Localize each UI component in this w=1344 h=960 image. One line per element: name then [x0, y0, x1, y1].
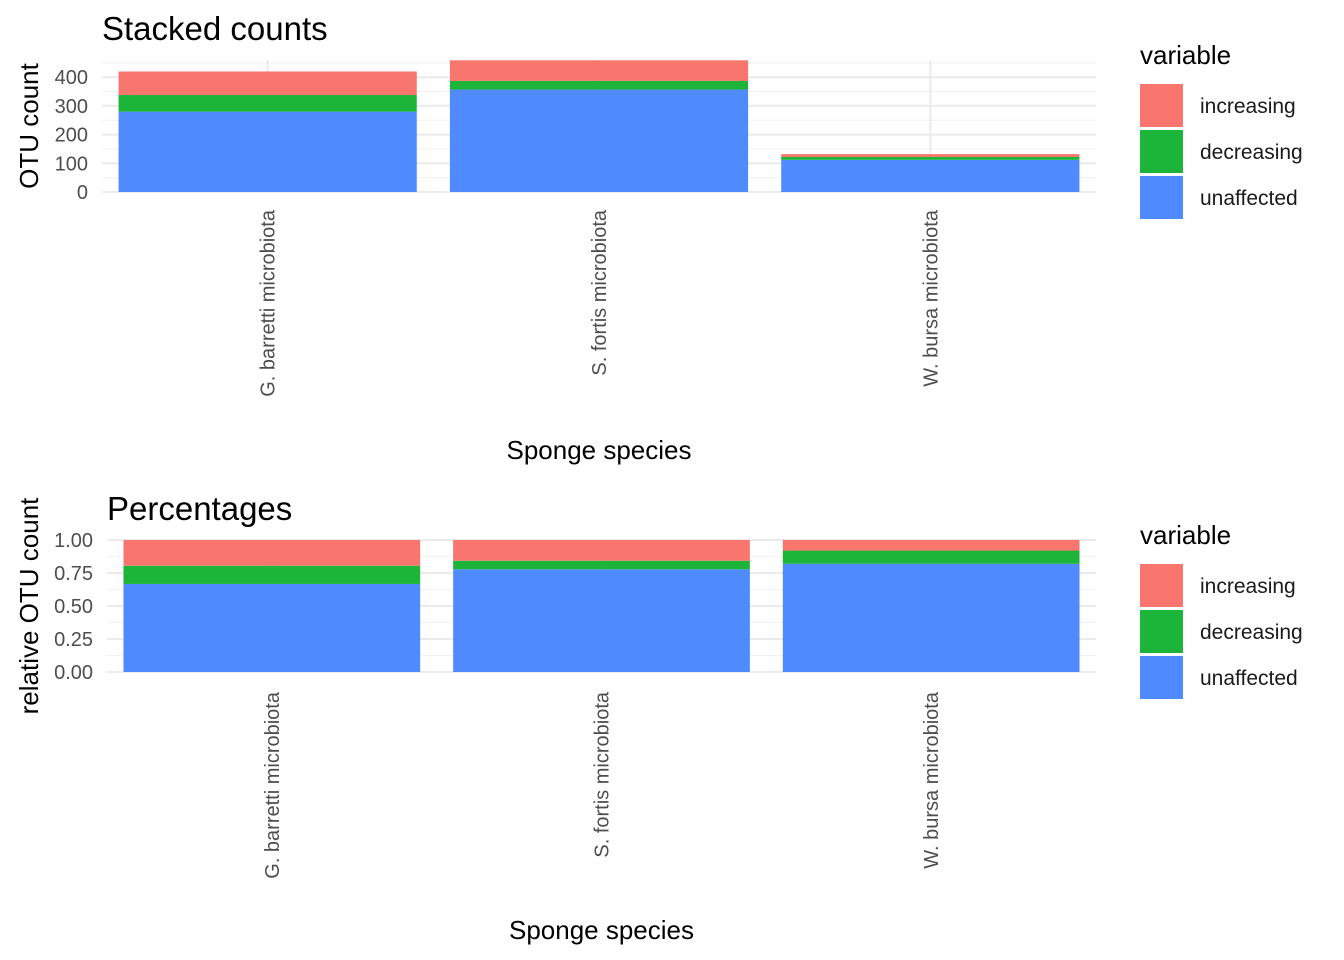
chart-title: Stacked counts: [102, 10, 328, 47]
legend-title: variable: [1140, 40, 1231, 70]
y-tick-label: 0.75: [54, 563, 93, 585]
bar-decreasing-g-barretti-microbiota: [123, 565, 421, 584]
y-tick-label: 0: [77, 182, 88, 204]
legend-swatch-decreasing: [1140, 610, 1183, 653]
bar-decreasing-s-fortis-microbiota: [449, 80, 749, 90]
legend-label-unaffected: unaffected: [1200, 667, 1298, 690]
bar-decreasing-g-barretti-microbiota: [118, 95, 417, 112]
bar-decreasing-w-bursa-microbiota: [781, 156, 1080, 160]
bar-increasing-w-bursa-microbiota: [782, 540, 1080, 551]
legend-swatch-increasing: [1140, 564, 1183, 607]
bars: [123, 540, 1080, 672]
x-tick-label-w-bursa-microbiota: W. bursa microbiota: [920, 209, 942, 387]
bar-increasing-g-barretti-microbiota: [123, 540, 421, 566]
y-tick-label: 0.00: [54, 662, 93, 684]
bar-unaffected-s-fortis-microbiota: [453, 569, 750, 672]
y-axis-title: relative OTU count: [14, 497, 44, 715]
x-tick-label-s-fortis-microbiota: S. fortis microbiota: [589, 209, 611, 375]
y-axis-ticks: 0.00 0.25 0.50 0.75 1.00: [54, 530, 93, 684]
legend-swatch-unaffected: [1140, 656, 1183, 699]
legend-swatch-unaffected: [1140, 176, 1183, 219]
y-tick-label: 0.25: [54, 629, 93, 651]
bar-increasing-s-fortis-microbiota: [453, 540, 750, 561]
legend-label-unaffected: unaffected: [1200, 187, 1298, 210]
bars: [118, 60, 1080, 192]
chart-title: Percentages: [107, 490, 292, 527]
bar-increasing-w-bursa-microbiota: [781, 154, 1080, 157]
y-tick-label: 100: [55, 153, 88, 175]
y-axis-title: OTU count: [14, 62, 44, 188]
bar-unaffected-g-barretti-microbiota: [118, 111, 417, 192]
x-tick-label-w-bursa-microbiota: W. bursa microbiota: [921, 691, 943, 869]
x-axis-title: Sponge species: [509, 915, 694, 945]
x-tick-label-s-fortis-microbiota: S. fortis microbiota: [592, 691, 614, 857]
legend-label-increasing: increasing: [1200, 95, 1296, 118]
y-tick-label: 400: [55, 67, 88, 89]
y-tick-label: 0.50: [54, 596, 93, 618]
y-tick-label: 300: [55, 96, 88, 118]
legend-swatch-increasing: [1140, 84, 1183, 127]
y-tick-label: 200: [55, 125, 88, 147]
x-axis-title: Sponge species: [506, 435, 691, 465]
bar-unaffected-w-bursa-microbiota: [782, 563, 1080, 672]
bar-decreasing-s-fortis-microbiota: [453, 560, 750, 570]
legend-title: variable: [1140, 520, 1231, 550]
legend: variable increasing decreasing unaffected: [1140, 520, 1303, 699]
x-axis-ticks: G. barretti microbiota S. fortis microbio…: [262, 691, 943, 879]
bar-unaffected-w-bursa-microbiota: [781, 159, 1080, 192]
bar-unaffected-s-fortis-microbiota: [449, 89, 749, 192]
bar-increasing-g-barretti-microbiota: [118, 71, 417, 96]
legend-label-decreasing: decreasing: [1200, 141, 1303, 164]
legend: variable increasing decreasing unaffected: [1140, 40, 1303, 219]
bar-increasing-s-fortis-microbiota: [449, 60, 749, 81]
legend-label-decreasing: decreasing: [1200, 621, 1303, 644]
bar-decreasing-w-bursa-microbiota: [782, 550, 1080, 564]
y-axis-ticks: 0 100 200 300 400: [55, 67, 88, 204]
panel-percentages: 0.00 0.25 0.50 0.75 1.00 G. barretti microbio…: [14, 490, 1303, 945]
legend-swatch-decreasing: [1140, 130, 1183, 173]
bar-unaffected-g-barretti-microbiota: [123, 583, 421, 672]
x-tick-label-g-barretti-microbiota: G. barretti microbiota: [262, 691, 284, 879]
y-tick-label: 1.00: [54, 530, 93, 552]
panel-stacked-counts: 0 100 200 300 400 G. barretti microbiota S. fo…: [14, 10, 1303, 465]
x-tick-label-g-barretti-microbiota: G. barretti microbiota: [258, 209, 280, 397]
legend-label-increasing: increasing: [1200, 575, 1296, 598]
x-axis-ticks: G. barretti microbiota S. fortis microbio…: [258, 209, 943, 397]
